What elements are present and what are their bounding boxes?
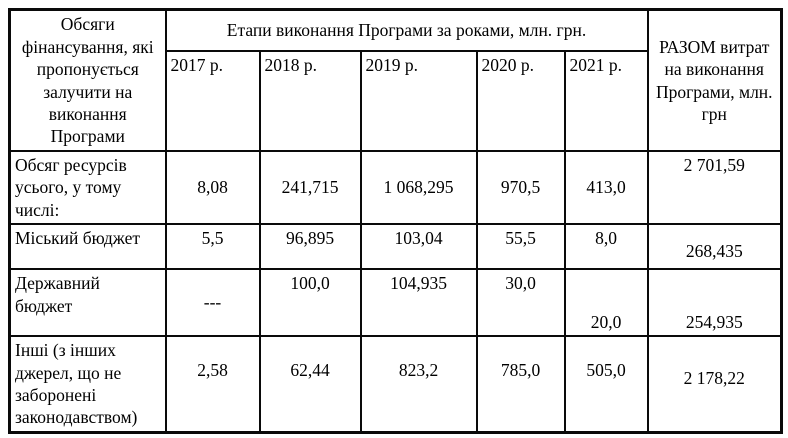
table-row-other-sources: Інші (з інших джерел, що не заборонені з… — [8, 335, 783, 434]
cell-2020: 785,0 — [475, 335, 566, 434]
financing-table: Обсяги фінансування, які пропонується за… — [8, 8, 784, 434]
year-header-2021: 2021 р. — [563, 50, 649, 152]
year-header-2019: 2019 р. — [359, 50, 478, 152]
cell-2019: 823,2 — [359, 335, 478, 434]
cell-2021: 8,0 — [563, 223, 649, 271]
row-label: Обсяг ресурсів усього, у тому числі: — [8, 149, 167, 226]
row-label: Інші (з інших джерел, що не заборонені з… — [8, 335, 167, 434]
row-total: 254,935 — [646, 268, 783, 338]
cell-2017: --- — [164, 268, 261, 338]
table-row-total-resources: Обсяг ресурсів усього, у тому числі: 8,0… — [8, 149, 783, 226]
stages-header: Етапи виконання Програми за роками, млн.… — [164, 8, 649, 52]
cell-2017: 5,5 — [164, 223, 261, 271]
row-label: Міський бюджет — [8, 223, 167, 271]
cell-2018: 96,895 — [258, 223, 362, 271]
year-header-2017: 2017 р. — [164, 50, 261, 152]
cell-2018: 100,0 — [258, 268, 362, 338]
row-total: 2 178,22 — [646, 335, 783, 434]
cell-2020: 970,5 — [475, 149, 566, 226]
cell-2017: 8,08 — [164, 149, 261, 226]
table-row-city-budget: Міський бюджет 5,5 96,895 103,04 55,5 8,… — [8, 223, 783, 271]
cell-2020: 30,0 — [475, 268, 566, 338]
header-row-years: 2017 р. 2018 р. 2019 р. 2020 р. 2021 р. — [10, 50, 782, 152]
cell-2021: 20,0 — [563, 268, 649, 338]
cell-2019: 104,935 — [359, 268, 478, 338]
cell-2018: 62,44 — [258, 335, 362, 434]
cell-2021: 413,0 — [563, 149, 649, 226]
cell-2019: 103,04 — [359, 223, 478, 271]
cell-2018: 241,715 — [258, 149, 362, 226]
row-label: Державний бюджет — [8, 268, 167, 338]
year-header-2020: 2020 р. — [475, 50, 566, 152]
row-total: 268,435 — [646, 223, 783, 271]
total-header: РАЗОМ витрат на виконання Програми, млн.… — [646, 8, 783, 152]
row-total: 2 701,59 — [646, 149, 783, 226]
year-header-2018: 2018 р. — [258, 50, 362, 152]
cell-2019: 1 068,295 — [359, 149, 478, 226]
cell-2017: 2,58 — [164, 335, 261, 434]
header-row-top: Обсяги фінансування, які пропонується за… — [8, 8, 783, 152]
table-row-state-budget: Державний бюджет --- 100,0 104,935 30,0 … — [8, 268, 783, 338]
corner-header: Обсяги фінансування, які пропонується за… — [8, 8, 167, 152]
cell-2020: 55,5 — [475, 223, 566, 271]
cell-2021: 505,0 — [563, 335, 649, 434]
